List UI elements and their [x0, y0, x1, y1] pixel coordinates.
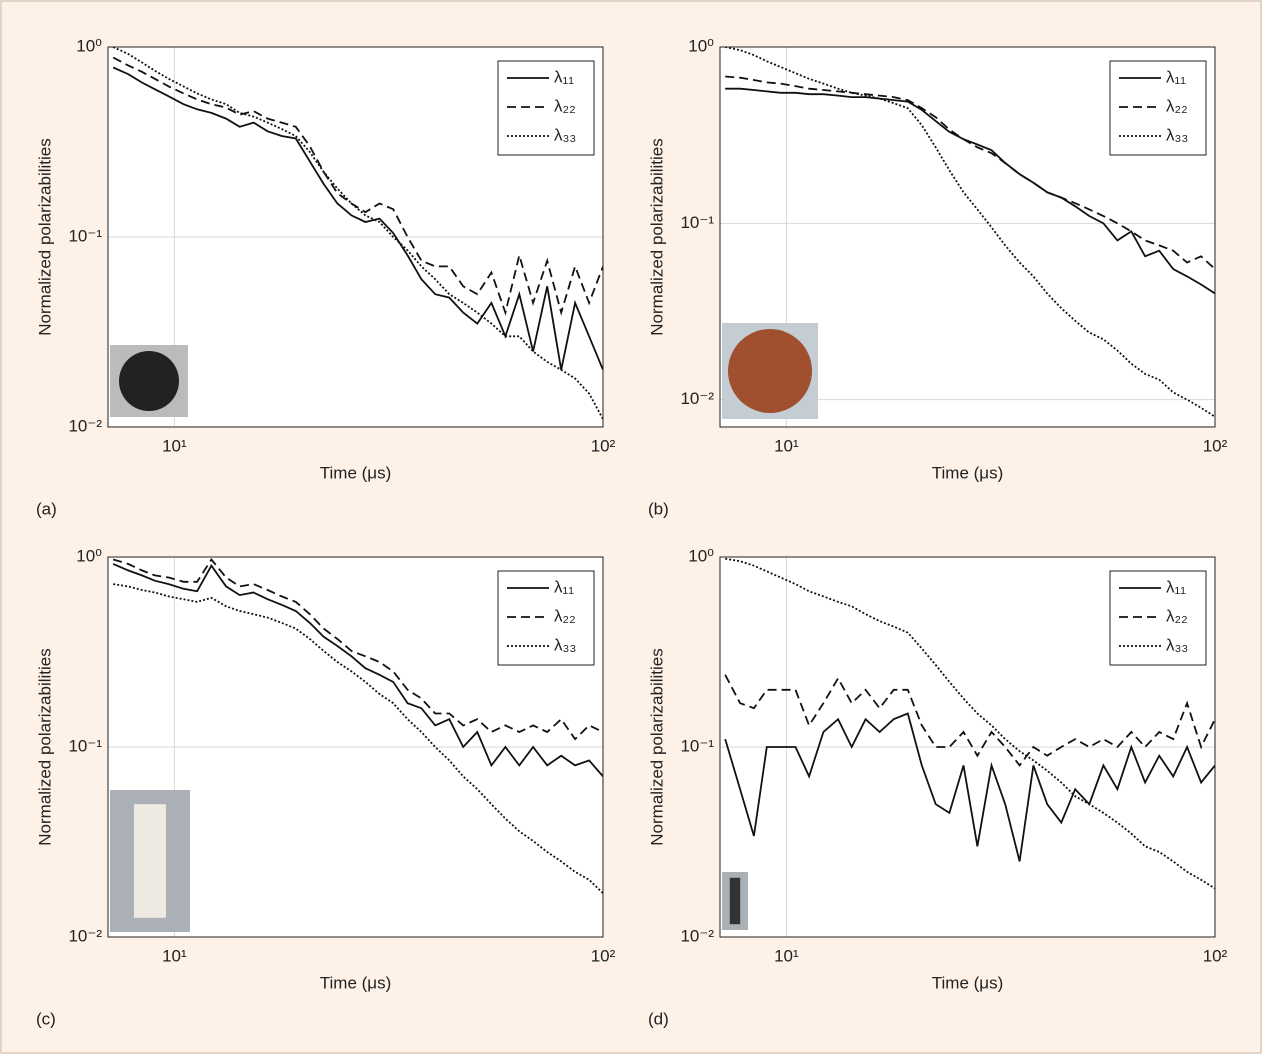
y-axis-label: Normalized polarizabilities	[647, 138, 666, 335]
legend-label: λ₃₃	[1166, 635, 1188, 654]
x-tick-label: 10²	[591, 436, 616, 455]
y-axis-label: Normalized polarizabilities	[647, 648, 666, 845]
series-line	[112, 47, 603, 420]
series-group	[724, 557, 1215, 890]
x-tick-label: 10²	[1203, 436, 1228, 455]
plot-frame	[719, 556, 1216, 938]
panel-label: (d)	[648, 1009, 669, 1028]
y-tick-label: 10⁰	[688, 36, 714, 55]
y-tick-label: 10⁰	[76, 546, 102, 565]
inset-object	[119, 351, 179, 411]
y-axis-label: Normalized polarizabilities	[35, 648, 54, 845]
panel: 10⁻² 10⁻¹ 10⁰ 10¹ 10² λ₁₁ λ₂₂ λ₃₃ Time (μs) Norma…	[647, 546, 1227, 1028]
x-tick-label: 10¹	[774, 946, 799, 965]
series-line	[724, 674, 1215, 767]
series-line	[725, 75, 1215, 270]
series-group	[112, 557, 603, 894]
x-axis-label: Time (μs)	[932, 973, 1004, 992]
panel: 10⁻² 10⁻¹ 10⁰ 10¹ 10² λ₁₁ λ₂₂ λ₃₃ Time (μs) Norma…	[647, 36, 1227, 518]
x-tick-label: 10²	[591, 946, 616, 965]
panel: 10⁻² 10⁻¹ 10⁰ 10¹ 10² λ₁₁ λ₂₂ λ₃₃ Time (μs) Norma…	[35, 546, 615, 1028]
y-tick-label: 10⁻²	[680, 389, 714, 408]
legend-label: λ₃₃	[554, 125, 576, 144]
y-tick-label: 10⁻²	[680, 926, 714, 945]
legend-label: λ₁₁	[1166, 577, 1186, 596]
x-axis-label: Time (μs)	[320, 463, 392, 482]
y-tick-label: 10⁻²	[68, 926, 102, 945]
y-tick-label: 10⁰	[688, 546, 714, 565]
legend-label: λ₂₂	[1166, 606, 1188, 625]
legend-box	[1109, 570, 1207, 666]
x-tick-label: 10¹	[162, 436, 187, 455]
panel-label: (b)	[648, 499, 669, 518]
y-tick-label: 10⁻¹	[68, 736, 102, 755]
x-tick-label: 10¹	[774, 436, 799, 455]
y-tick-label: 10⁻¹	[680, 736, 714, 755]
inset-object	[134, 804, 166, 918]
y-tick-label: 10⁻¹	[68, 226, 102, 245]
y-axis-label: Normalized polarizabilities	[35, 138, 54, 335]
legend-box	[497, 570, 595, 666]
legend-label: λ₁₁	[554, 577, 574, 596]
legend-label: λ₂₂	[554, 606, 576, 625]
plot-frame	[107, 46, 604, 428]
legend-label: λ₃₃	[554, 635, 576, 654]
panel-label: (c)	[36, 1009, 56, 1028]
series-line	[112, 563, 603, 777]
series-group	[112, 47, 603, 420]
panel-label: (a)	[36, 499, 57, 518]
series-line	[724, 712, 1215, 862]
y-tick-label: 10⁻¹	[680, 213, 714, 232]
series-line	[112, 56, 603, 316]
legend-box	[497, 60, 595, 156]
x-tick-label: 10¹	[162, 946, 187, 965]
plot-frame	[107, 556, 604, 938]
series-line	[112, 66, 603, 371]
legend-label: λ₃₃	[1166, 125, 1188, 144]
series-line	[113, 583, 603, 894]
panel: 10⁻² 10⁻¹ 10⁰ 10¹ 10² λ₁₁ λ₂₂ λ₃₃ Time (μs) Norma…	[35, 36, 615, 518]
inset-object	[729, 877, 741, 925]
legend-label: λ₁₁	[1166, 67, 1186, 86]
inset-object	[728, 329, 812, 413]
legend-label: λ₂₂	[1166, 96, 1188, 115]
plot-frame	[719, 46, 1216, 428]
series-line	[725, 87, 1215, 295]
x-axis-label: Time (μs)	[320, 973, 392, 992]
y-tick-label: 10⁻²	[68, 416, 102, 435]
legend-label: λ₂₂	[554, 96, 576, 115]
y-tick-label: 10⁰	[76, 36, 102, 55]
x-tick-label: 10²	[1203, 946, 1228, 965]
legend-label: λ₁₁	[554, 67, 574, 86]
series-line	[725, 47, 1215, 418]
series-group	[725, 47, 1215, 418]
legend-box	[1109, 60, 1207, 156]
plots: 10⁻² 10⁻¹ 10⁰ 10¹ 10² λ₁₁ λ₂₂ λ₃₃ Time (μs) Norma…	[35, 36, 1227, 1028]
series-line	[112, 557, 603, 741]
x-axis-label: Time (μs)	[932, 463, 1004, 482]
